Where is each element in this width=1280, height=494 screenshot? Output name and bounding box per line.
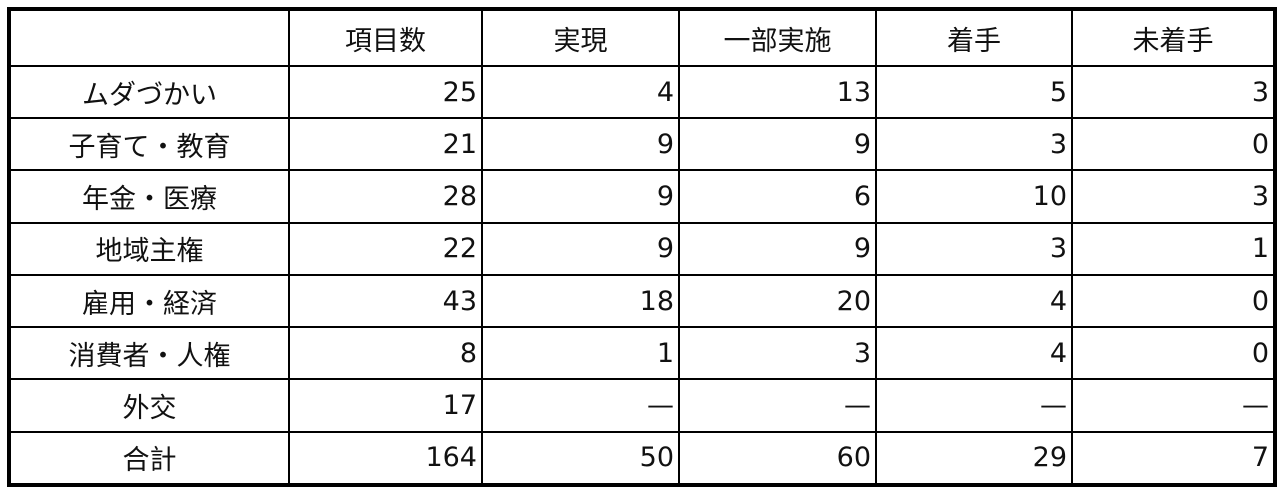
cell-value: 5 [875,64,1073,120]
cell-value: 164 [288,430,483,487]
table-row: 地域主権 22 9 9 3 1 [8,221,1276,276]
cell-value: — [481,378,680,433]
cell-value: 9 [481,117,680,172]
row-label: 地域主権 [8,221,290,276]
cell-value: 22 [288,221,483,276]
cell-value: 9 [481,169,680,224]
cell-value: 10 [875,169,1073,224]
cell-value: 29 [875,430,1073,487]
header-item-count: 項目数 [288,8,483,67]
cell-value: 20 [678,273,877,329]
table-row: 年金・医療 28 9 6 10 3 [8,169,1276,224]
cell-value: 3 [875,117,1073,172]
header-not-started: 未着手 [1071,8,1276,67]
cell-value: 17 [288,378,483,433]
cell-value: — [875,378,1073,433]
cell-value: 4 [875,326,1073,381]
row-label: ムダづかい [8,64,290,120]
row-label: 消費者・人権 [8,326,290,381]
row-label: 合計 [8,430,290,487]
cell-value: 60 [678,430,877,487]
header-partial: 一部実施 [678,8,877,67]
cell-value: — [1071,378,1276,433]
row-label: 外交 [8,378,290,433]
cell-value: 4 [481,64,680,120]
cell-value: 9 [678,117,877,172]
cell-value: 43 [288,273,483,329]
cell-value: 21 [288,117,483,172]
cell-value: 1 [1071,221,1276,276]
row-label: 子育て・教育 [8,117,290,172]
cell-value: 0 [1071,117,1276,172]
cell-value: 25 [288,64,483,120]
header-corner [8,8,290,67]
table-row: 子育て・教育 21 9 9 3 0 [8,117,1276,172]
header-started: 着手 [875,8,1073,67]
cell-value: 3 [1071,64,1276,120]
table-row: 外交 17— — — — [8,378,1276,433]
header-row: 項目数 実現 一部実施 着手 未着手 [8,8,1276,67]
table-row: 消費者・人権 8 1 3 4 0 [8,326,1276,381]
cell-value: 4 [875,273,1073,329]
cell-value: 18 [481,273,680,329]
table-row: 合計 164 50 60 29 7 [8,430,1276,487]
cell-value: 8 [288,326,483,381]
cell-value: 9 [481,221,680,276]
cell-value: 3 [875,221,1073,276]
cell-value: 1 [481,326,680,381]
cell-value: 13 [678,64,877,120]
cell-value: 0 [1071,326,1276,381]
cell-value: 28 [288,169,483,224]
cell-value: 3 [678,326,877,381]
row-label: 年金・医療 [8,169,290,224]
cell-value: 0 [1071,273,1276,329]
table-row: 雇用・経済 43 18 20 4 0 [8,273,1276,329]
cell-value: 9 [678,221,877,276]
cell-value: 7 [1071,430,1276,487]
cell-value: 50 [481,430,680,487]
cell-value: 3 [1071,169,1276,224]
manifesto-progress-table: 項目数 実現 一部実施 着手 未着手 ムダづかい 25 4 13 5 3 子育て・教育 21 9… [7,7,1277,487]
header-realized: 実現 [481,8,680,67]
table-row: ムダづかい 25 4 13 5 3 [8,64,1276,120]
row-label: 雇用・経済 [8,273,290,329]
cell-value: — [678,378,877,433]
cell-value: 6 [678,169,877,224]
